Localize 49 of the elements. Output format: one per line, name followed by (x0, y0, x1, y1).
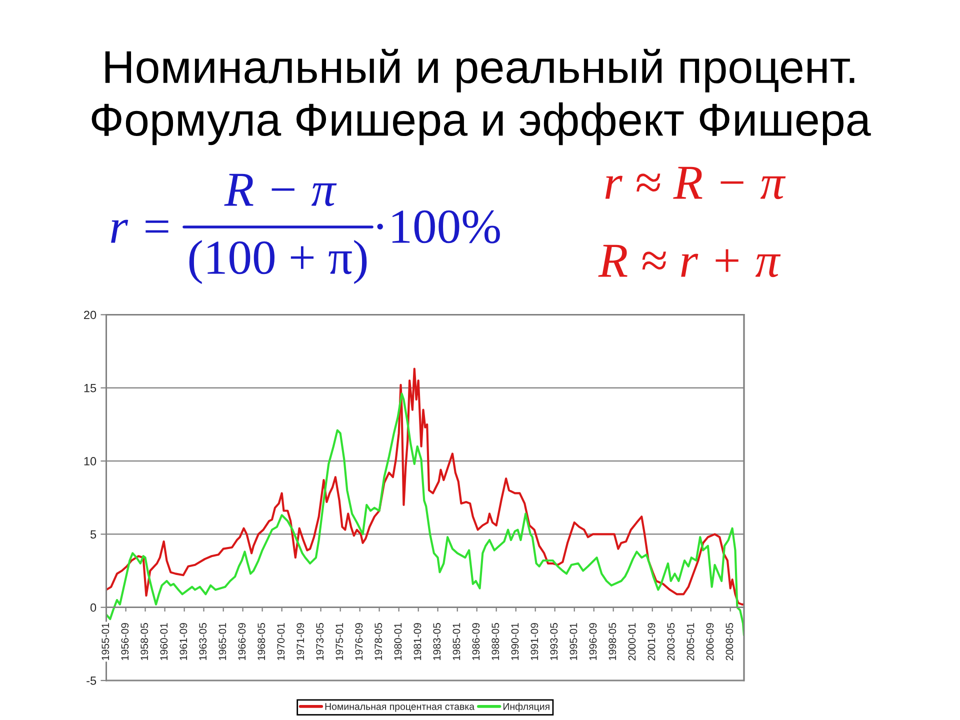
x-tick-label: 1965-01 (218, 623, 226, 660)
x-tick-label: 1978-05 (374, 623, 382, 660)
y-tick-label: 5 (90, 530, 96, 539)
x-tick-label: 2006-09 (706, 623, 714, 660)
x-tick-label: 2003-05 (667, 623, 675, 660)
x-tick-label: 1991-09 (530, 623, 538, 660)
x-tick-label: 1981-09 (414, 623, 422, 660)
x-tick-label: 1976-09 (355, 623, 363, 660)
x-tick-label: 1995-01 (570, 623, 578, 660)
y-tick-label: 10 (84, 457, 96, 466)
x-tick-label: 1983-05 (433, 623, 441, 660)
x-tick-label: 1980-01 (394, 623, 402, 660)
x-tick-label: 2001-09 (648, 623, 656, 660)
text: ·100% (377, 210, 500, 244)
x-tick-label: 2000-01 (628, 623, 636, 660)
x-tick-label: 1956-09 (121, 623, 129, 660)
x-tick-label: 1970-01 (277, 623, 285, 660)
x-tick-label: 2005-01 (686, 623, 694, 660)
x-tick-label: 1963-05 (199, 623, 207, 660)
x-tick-label: 1998-05 (608, 623, 616, 660)
chart-title: Номинальный и реальный процент. Формула Фишера и эффект Фишера (92, 48, 871, 146)
text: r = (111, 220, 168, 243)
y-tick-label: -5 (86, 676, 96, 685)
x-tick-label: 1993-05 (550, 623, 558, 660)
x-tick-label: 1985-01 (452, 623, 460, 660)
text: R ≈ r + π (598, 244, 781, 278)
x-tick-label: 1961-09 (180, 623, 188, 660)
legend-label: Инфляция (504, 702, 550, 712)
x-tick-label: 1966-09 (238, 623, 246, 660)
text: R − π (224, 174, 337, 206)
x-tick-label: 1968-05 (258, 623, 266, 660)
x-tick-label: 1971-09 (296, 623, 304, 660)
y-tick-label: 15 (84, 384, 96, 392)
legend-label: Номинальная процентная ставка (325, 703, 475, 712)
text: r ≈ R − π (605, 166, 786, 200)
y-tick-label: 0 (90, 603, 96, 612)
y-tick-label: 20 (84, 310, 96, 320)
x-tick-label: 1990-01 (511, 623, 519, 660)
x-tick-label: 1975-01 (336, 623, 344, 660)
x-tick-label: 1986-09 (472, 623, 480, 660)
text: (100 + π) (189, 240, 367, 284)
x-tick-label: 1988-05 (492, 623, 500, 660)
line-series (106, 368, 744, 606)
x-tick-label: 1955-01 (102, 623, 110, 660)
x-tick-label: 1996-09 (589, 623, 597, 660)
x-tick-label: 1973-05 (316, 623, 324, 660)
x-tick-label: 1960-01 (160, 623, 168, 660)
x-tick-label: 2008-05 (726, 623, 734, 660)
x-tick-label: 1958-05 (140, 623, 148, 660)
